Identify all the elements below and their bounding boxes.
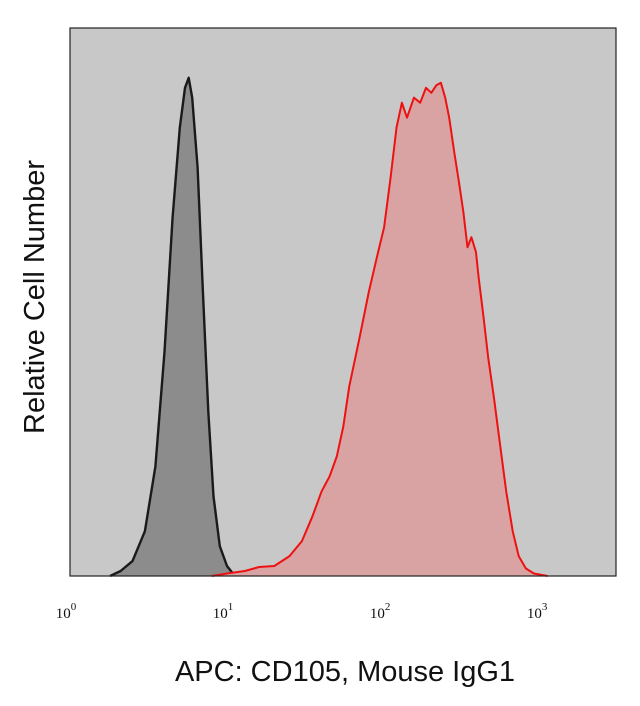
- x-tick-label-2: 102: [370, 601, 391, 622]
- x-tick-label-3: 103: [527, 601, 548, 622]
- x-axis-title: APC: CD105, Mouse IgG1: [175, 656, 515, 688]
- x-tick-label-0: 100: [56, 601, 77, 622]
- isotype-control-area: [110, 77, 235, 577]
- cd105-stained-area: [211, 82, 548, 577]
- isotype-control-line: [109, 76, 236, 578]
- cd105-stained-line: [211, 81, 548, 577]
- y-axis-title: Relative Cell Number: [19, 160, 51, 434]
- x-tick-labels: 100 101 102 103: [56, 601, 548, 622]
- x-tick-label-1: 101: [213, 601, 234, 622]
- plot-frame: [69, 27, 617, 577]
- series-layer: [109, 76, 548, 578]
